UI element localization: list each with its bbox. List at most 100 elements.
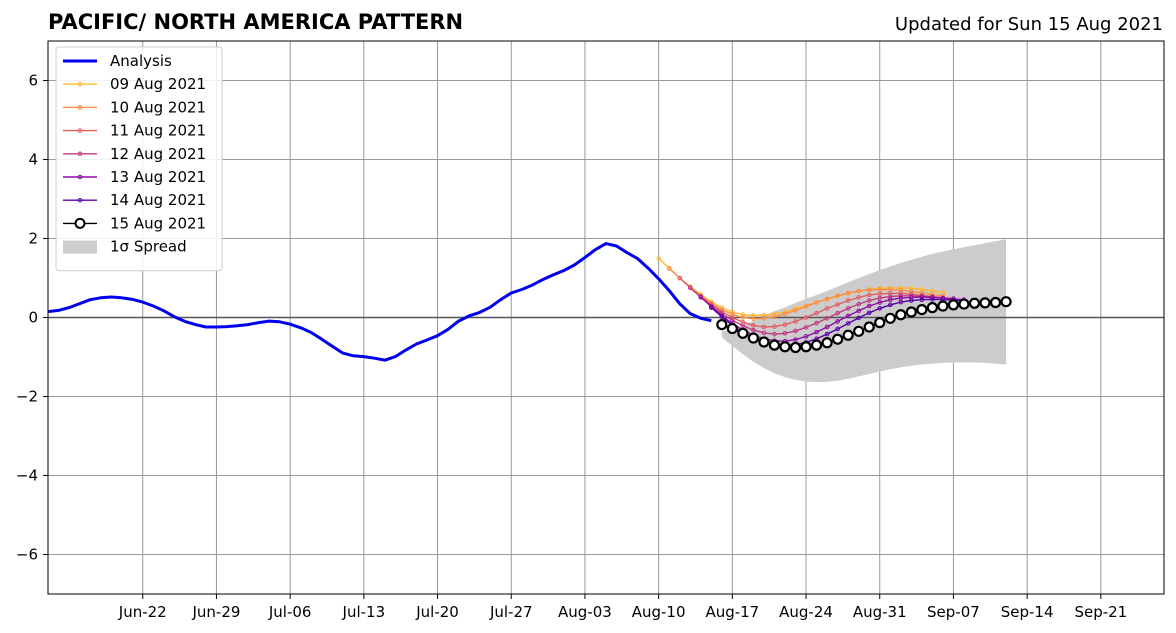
forecast-point bbox=[824, 306, 830, 311]
x-tick-label: Aug-31 bbox=[853, 603, 907, 621]
forecast-point bbox=[708, 305, 714, 310]
forecast-point bbox=[761, 330, 767, 336]
forecast-point bbox=[919, 297, 925, 303]
y-tick-label: −6 bbox=[16, 546, 38, 564]
forecast-point bbox=[845, 321, 851, 326]
latest-forecast-point bbox=[768, 339, 781, 351]
y-tick-label: 4 bbox=[28, 151, 38, 169]
forecast-point bbox=[730, 315, 735, 320]
forecast-point bbox=[677, 275, 682, 281]
legend-label: 13 Aug 2021 bbox=[110, 168, 206, 186]
x-tick-label: Jun-22 bbox=[118, 603, 167, 621]
forecast-point bbox=[866, 292, 872, 298]
forecast-point bbox=[751, 323, 756, 328]
forecast-point bbox=[824, 315, 830, 321]
latest-forecast-point bbox=[789, 341, 802, 354]
x-tick-label: Jul-06 bbox=[268, 603, 312, 621]
latest-forecast-point bbox=[800, 341, 812, 353]
legend-label: 12 Aug 2021 bbox=[110, 145, 206, 163]
forecast-point bbox=[761, 315, 767, 321]
legend-marker bbox=[77, 174, 83, 180]
forecast-point bbox=[793, 308, 798, 313]
y-tick-label: −2 bbox=[16, 388, 38, 406]
legend-entry: 09 Aug 2021 bbox=[63, 75, 206, 93]
legend-label: 14 Aug 2021 bbox=[110, 191, 206, 209]
latest-forecast-point bbox=[874, 317, 886, 329]
legend-label: Analysis bbox=[110, 52, 172, 70]
forecast-point bbox=[877, 295, 883, 301]
forecast-point bbox=[845, 313, 851, 319]
forecast-point bbox=[824, 331, 830, 337]
forecast-point bbox=[803, 315, 809, 320]
forecast-point bbox=[909, 289, 914, 294]
latest-forecast-point bbox=[916, 304, 928, 316]
latest-forecast-series bbox=[716, 296, 1012, 354]
forecast-point bbox=[719, 314, 725, 320]
forecast-point bbox=[845, 306, 851, 311]
latest-forecast-point bbox=[926, 302, 938, 314]
forecast-point bbox=[835, 319, 840, 324]
forecast-point bbox=[698, 294, 704, 300]
legend-marker bbox=[77, 128, 83, 133]
forecast-point bbox=[856, 288, 861, 294]
forecast-point bbox=[835, 302, 840, 307]
legend: Analysis 09 Aug 2021 10 Aug 2021 11 Aug 202… bbox=[55, 46, 223, 272]
forecast-point bbox=[761, 324, 767, 330]
legend-swatch bbox=[63, 240, 97, 254]
forecast-point bbox=[866, 298, 872, 303]
latest-forecast-point bbox=[968, 297, 981, 309]
forecast-point bbox=[835, 326, 840, 332]
x-tick-label: Sep-07 bbox=[927, 603, 980, 621]
latest-forecast-point bbox=[989, 296, 1002, 309]
latest-forecast-point bbox=[979, 297, 991, 309]
forecast-point bbox=[909, 298, 914, 303]
forecast-point bbox=[803, 325, 809, 330]
forecast-point bbox=[803, 334, 809, 339]
y-tick-label: 2 bbox=[28, 230, 38, 248]
latest-forecast-point bbox=[737, 327, 749, 339]
latest-forecast-point bbox=[779, 341, 791, 353]
latest-forecast-point bbox=[832, 333, 844, 345]
forecast-point bbox=[782, 311, 788, 317]
forecast-point bbox=[814, 300, 819, 305]
latest-forecast-point bbox=[895, 309, 907, 321]
legend-entry: 14 Aug 2021 bbox=[63, 191, 206, 209]
legend-entry: 12 Aug 2021 bbox=[63, 145, 206, 163]
forecast-point bbox=[772, 314, 777, 320]
forecast-point bbox=[666, 266, 672, 271]
forecast-point bbox=[751, 327, 756, 333]
spread-band-layer bbox=[721, 239, 1007, 383]
y-tick-label: 0 bbox=[28, 309, 38, 327]
forecast-point bbox=[919, 294, 925, 300]
latest-forecast-point bbox=[947, 299, 960, 311]
latest-forecast-point bbox=[853, 325, 865, 337]
forecast-point bbox=[793, 337, 798, 342]
chart-title: PACIFIC/ NORTH AMERICA PATTERN bbox=[48, 10, 463, 34]
legend-entry: 13 Aug 2021 bbox=[63, 168, 206, 186]
axis-ticks: Jun-22 Jun-29 Jul-06 Jul-13 Jul-20 Jul-27 Aug-… bbox=[16, 72, 1127, 622]
forecast-point bbox=[772, 324, 777, 329]
forecast-point bbox=[793, 328, 798, 334]
legend-entry: 15 Aug 2021 bbox=[63, 214, 206, 232]
forecast-point bbox=[687, 285, 693, 291]
forecast-point bbox=[772, 311, 777, 317]
forecast-point bbox=[835, 310, 840, 316]
spread-band bbox=[721, 239, 1007, 383]
legend-marker bbox=[74, 217, 86, 229]
forecast-point bbox=[740, 323, 746, 329]
latest-forecast-point bbox=[863, 321, 875, 333]
forecast-point bbox=[877, 287, 883, 292]
forecast-point bbox=[887, 302, 893, 308]
forecast-point bbox=[782, 331, 788, 336]
legend-marker bbox=[77, 105, 83, 110]
forecast-point bbox=[824, 296, 830, 302]
x-tick-label: Jul-13 bbox=[342, 603, 386, 621]
forecast-point bbox=[845, 290, 851, 296]
x-tick-label: Jul-27 bbox=[489, 603, 533, 621]
latest-forecast-point bbox=[905, 306, 917, 318]
legend-entry: 1σ Spread bbox=[63, 238, 187, 256]
x-tick-label: Jul-20 bbox=[415, 603, 459, 621]
latest-forecast-point bbox=[937, 300, 949, 312]
legend-label: 10 Aug 2021 bbox=[110, 98, 206, 116]
